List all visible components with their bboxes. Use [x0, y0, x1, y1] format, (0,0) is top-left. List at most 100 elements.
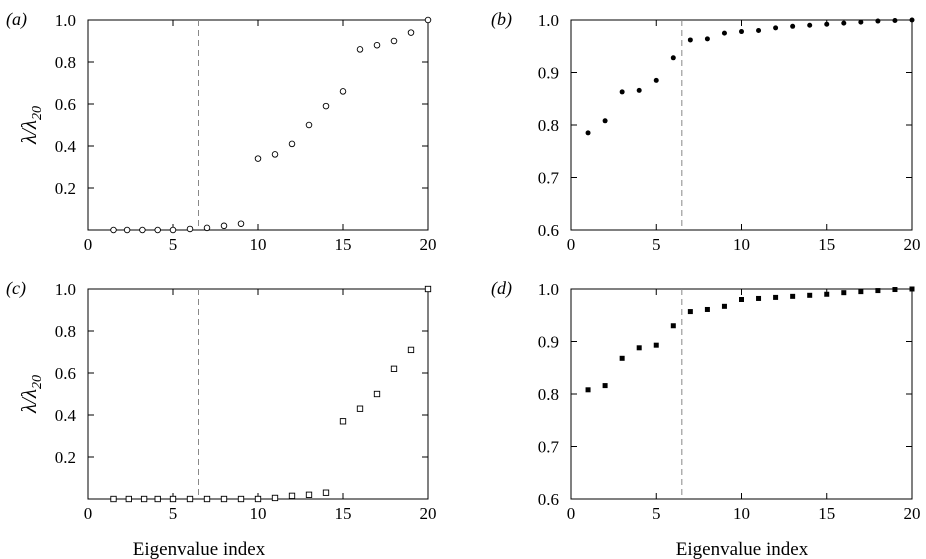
data-point: [288, 140, 296, 148]
data-point: [339, 418, 347, 425]
data-point: [220, 222, 228, 230]
data-point: [721, 30, 727, 36]
data-point: [909, 286, 915, 292]
y-tick-label: 0.7: [538, 169, 560, 188]
data-point: [254, 155, 262, 162]
x-tick-label: 0: [567, 504, 576, 523]
data-point: [407, 346, 415, 354]
panel-d: (d) 0 5 10 15 20 0.6 0.7 0.8 0.9 1.0: [491, 278, 921, 523]
data-point: [123, 226, 131, 234]
y-tick-label: 1.0: [538, 280, 559, 299]
data-point: [653, 77, 659, 83]
data-point: [704, 36, 710, 42]
data-point: [858, 289, 864, 295]
data-point: [322, 489, 330, 496]
x-tick-label: 20: [420, 504, 437, 523]
y-tick-label: 0.9: [538, 64, 559, 83]
data-point: [237, 220, 245, 227]
data-point: [841, 20, 847, 26]
data-point: [203, 495, 211, 503]
data-point: [875, 288, 881, 294]
x-tick-label: 0: [84, 504, 93, 523]
x-tick-label: 20: [904, 504, 921, 523]
data-point: [407, 29, 415, 36]
data-point: [139, 226, 146, 234]
data-point: [254, 495, 262, 503]
y-tick-label: 1.0: [55, 280, 76, 299]
y-axis-label: λ/λ20: [17, 106, 45, 145]
x-axis-label-bottom-right: Eigenvalue index: [676, 539, 809, 559]
data-point: [790, 293, 796, 299]
data-point: [670, 323, 676, 329]
x-tick-label: 15: [335, 235, 352, 254]
panel-a: (a) 0 5 10 15 20 0.2 0.4 0.6 0.8 1.0 λ/λ20: [6, 9, 437, 254]
y-tick-label: 0.9: [538, 333, 559, 352]
y-tick-label: 0.8: [55, 53, 76, 72]
data-point: [154, 226, 161, 234]
x-tick-label: 5: [169, 235, 178, 254]
x-axis-label-bottom-left: Eigenvalue index: [133, 539, 266, 559]
data-point: [687, 309, 693, 315]
data-point: [807, 292, 813, 298]
data-point: [288, 492, 296, 499]
data-point: [585, 130, 591, 136]
data-point: [356, 405, 364, 412]
x-tick-label: 10: [250, 504, 267, 523]
x-tick-label: 10: [733, 235, 750, 254]
plot-frame: [570, 288, 913, 500]
y-tick-label: 0.2: [55, 179, 76, 198]
data-point: [125, 495, 132, 503]
data-point: [186, 495, 194, 503]
y-tick-label: 0.8: [538, 385, 559, 404]
x-tick-label: 20: [904, 235, 921, 254]
data-point: [653, 342, 659, 348]
x-tick-label: 15: [335, 504, 352, 523]
data-point: [858, 19, 864, 25]
data-point: [271, 494, 279, 502]
x-tick-label: 15: [818, 235, 835, 254]
data-point: [373, 41, 381, 49]
x-tick-label: 0: [84, 235, 93, 254]
y-tick-label: 0.8: [55, 322, 76, 341]
plot-frame: [570, 19, 913, 231]
data-point: [636, 87, 642, 93]
y-tick-label: 1.0: [55, 11, 76, 30]
y-axis-label: λ/λ20: [17, 375, 45, 414]
data-point: [356, 46, 364, 53]
data-point: [186, 225, 194, 233]
x-tick-label: 5: [169, 504, 178, 523]
panel-b: (b) 0 5 10 15 20 0.6 0.7 0.8 0.9 1.0: [491, 9, 921, 254]
data-point: [110, 226, 117, 234]
data-point: [154, 495, 161, 503]
y-tick-label: 0.6: [538, 221, 559, 240]
panel-label: (d): [491, 278, 512, 299]
data-point: [756, 28, 762, 33]
data-point: [756, 295, 762, 301]
data-point: [140, 495, 148, 503]
data-point: [322, 102, 330, 110]
panel-label: (b): [491, 9, 512, 30]
y-tick-label: 0.6: [538, 490, 559, 509]
panel-c: (c) 0 5 10 15 20 0.2 0.4 0.6 0.8 1.0 λ/λ20: [6, 278, 437, 523]
data-point: [687, 37, 693, 43]
x-tick-label: 20: [420, 235, 437, 254]
data-point: [169, 495, 177, 503]
data-point: [875, 18, 881, 24]
y-tick-label: 0.8: [538, 116, 559, 135]
data-point: [271, 151, 279, 158]
data-point: [892, 287, 898, 293]
data-point: [773, 25, 779, 31]
y-tick-label: 1.0: [538, 11, 559, 30]
data-point: [339, 88, 347, 95]
data-point: [909, 17, 915, 23]
data-point: [602, 383, 608, 389]
data-point: [424, 16, 432, 24]
panel-label: (a): [6, 9, 27, 30]
data-point: [169, 226, 177, 234]
data-point: [390, 37, 398, 45]
panel-label: (c): [6, 278, 26, 299]
x-tick-label: 5: [652, 235, 661, 254]
data-point: [220, 495, 228, 503]
x-tick-label: 10: [733, 504, 750, 523]
